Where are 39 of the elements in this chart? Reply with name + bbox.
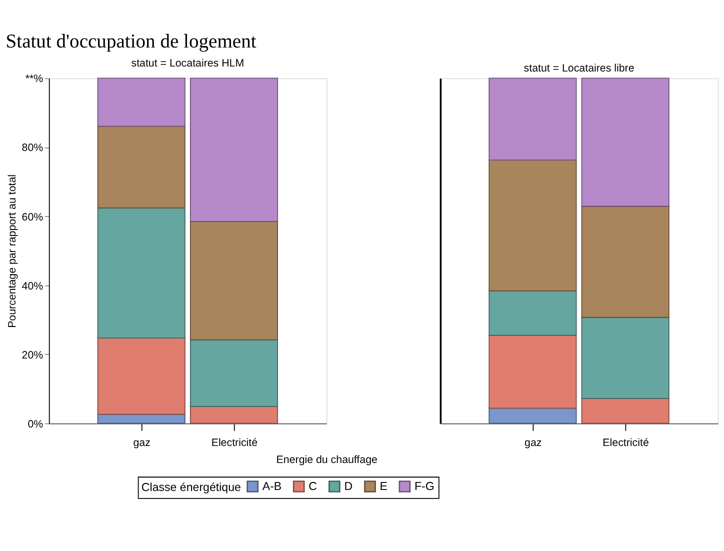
bar <box>97 338 186 415</box>
bar <box>97 414 186 424</box>
chart-title: statut = Locataires HLM <box>131 58 244 70</box>
y-tick-label: 0% <box>28 418 44 430</box>
bar <box>581 398 670 424</box>
y-tick-label: 40% <box>22 280 44 292</box>
y-tick-label: 80% <box>22 142 44 154</box>
x-tick-label: Electricité <box>211 437 258 449</box>
legend-label: C <box>308 481 317 494</box>
bar <box>488 408 577 424</box>
legend-label: F-G <box>414 481 434 494</box>
y-tick-label: 20% <box>22 349 44 362</box>
bar <box>97 126 186 208</box>
chart-title: statut = Locataires libre <box>524 62 634 75</box>
bar <box>581 206 670 318</box>
x-axis-title: Energie du chauffage <box>276 454 378 466</box>
bar <box>190 406 278 424</box>
legend-label: E <box>380 481 388 494</box>
bar <box>488 78 577 160</box>
x-tick-label: Electricité <box>602 437 649 449</box>
bar <box>581 78 670 207</box>
text: Statut d'occupation de logement <box>6 32 257 53</box>
bar <box>488 160 577 292</box>
bar <box>488 290 577 336</box>
bar <box>97 208 186 339</box>
y-tick-label: 60% <box>22 211 44 224</box>
bar <box>190 78 278 222</box>
y-tick-label: **% <box>25 73 44 86</box>
bar <box>488 334 577 409</box>
bar <box>581 316 670 399</box>
legend-label: A-B <box>262 481 282 494</box>
y-axis-title: Pourcentage par rapport au total <box>6 174 19 328</box>
bar <box>97 78 186 127</box>
legend-label: D <box>344 481 353 494</box>
bar <box>190 220 278 340</box>
legend-title: Classe énergétique <box>141 482 241 494</box>
x-tick-label: gaz <box>133 437 150 449</box>
x-tick-label: gaz <box>524 437 542 449</box>
bar <box>190 339 278 407</box>
